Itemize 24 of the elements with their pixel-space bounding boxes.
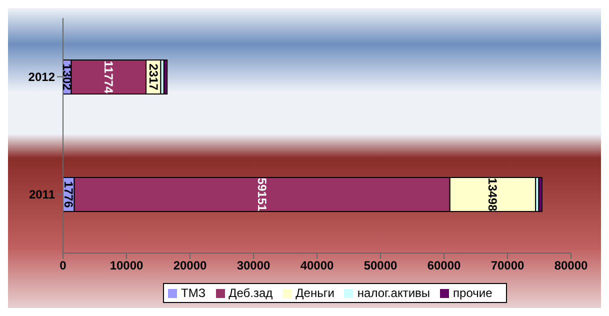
- data-label: 2317: [146, 64, 160, 91]
- data-label: 11774: [102, 60, 116, 94]
- data-label: 1776: [62, 181, 76, 208]
- x-tick-label: 0: [60, 258, 67, 273]
- x-tick-label: 10000: [110, 258, 144, 273]
- x-tick-label: 60000: [427, 258, 462, 273]
- y-tick-label: 2011: [28, 188, 56, 202]
- y-tick-label: 2012: [28, 70, 56, 84]
- legend-label: прочие: [453, 286, 492, 300]
- data-label: 13498: [486, 178, 500, 212]
- x-tick-label: 40000: [300, 258, 334, 273]
- legend-label: налог.активы: [357, 286, 430, 300]
- bar: [538, 177, 542, 212]
- legend-label: Деб.зад: [228, 286, 273, 300]
- legend-label: Деньги: [296, 286, 334, 300]
- bar: [163, 60, 168, 94]
- data-label: 1302: [60, 64, 74, 91]
- legend-label: ТМЗ: [181, 286, 206, 300]
- x-tick-label: 20000: [173, 258, 208, 273]
- x-tick-label: 30000: [236, 258, 271, 273]
- x-tick-label: 80000: [554, 258, 588, 273]
- x-tick-label: 50000: [364, 258, 398, 273]
- x-tick-label: 70000: [490, 258, 525, 273]
- data-label: 59151: [255, 178, 270, 212]
